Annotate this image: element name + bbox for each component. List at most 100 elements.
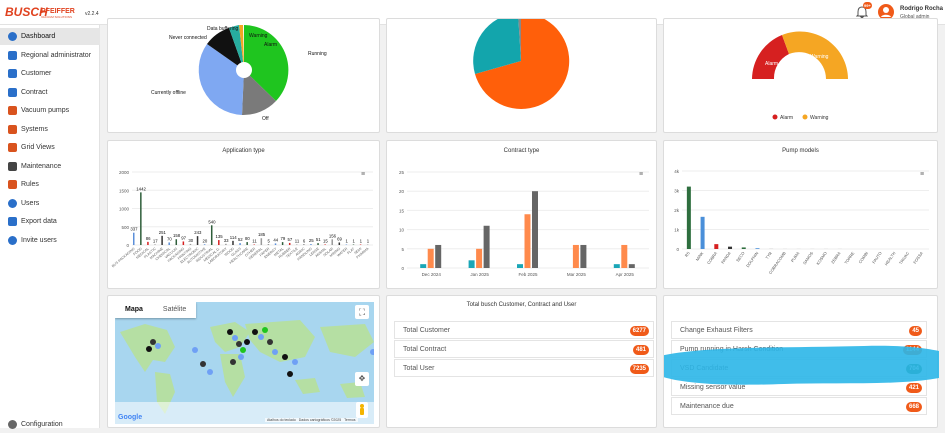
- customer-pie-chart: [387, 19, 658, 134]
- contract-icon: [8, 88, 17, 97]
- totals-title: Total busch Customer, Contract and User: [387, 302, 656, 308]
- y-tick-label: 10: [399, 228, 405, 233]
- x-tick-label: FAUTO: [871, 251, 883, 265]
- y-tick-label: 5: [401, 247, 404, 252]
- pie-label-buffering: Data buffering: [207, 26, 239, 32]
- bar: [268, 245, 270, 246]
- notification-bell-icon[interactable]: 99+: [856, 5, 868, 19]
- world-map[interactable]: Mapa Satélite ⛶ ✥ Google Atalhos do tecl…: [115, 302, 374, 424]
- data-label: 11: [295, 239, 300, 244]
- x-tick-label: DOLPHIN: [745, 251, 759, 269]
- version-label: v2.2.4: [85, 11, 99, 17]
- sidebar-item-maintenance[interactable]: Maintenance: [0, 158, 100, 175]
- sidebar-item-rules[interactable]: Rules: [0, 176, 100, 193]
- chart-menu-icon[interactable]: ≡: [639, 171, 643, 178]
- bar: [517, 264, 523, 268]
- bar: [346, 245, 348, 246]
- customer-pie-card: [386, 18, 657, 133]
- data-label: 52: [238, 237, 243, 242]
- data-label: 243: [194, 230, 202, 235]
- y-tick-label: 500: [121, 225, 129, 230]
- bar: [289, 243, 291, 245]
- bar: [211, 225, 213, 245]
- x-tick-label: BUS PACKAGING: [111, 247, 136, 269]
- gauge-alarm-segment: [752, 35, 789, 79]
- data-label: 70: [167, 236, 172, 241]
- total-contract-badge: 481: [633, 345, 649, 355]
- chart-menu-icon[interactable]: ≡: [361, 171, 365, 178]
- sidebar-item-invite-users[interactable]: Invite users: [0, 232, 100, 249]
- data-label: 17: [153, 238, 158, 243]
- data-label: 79: [280, 236, 285, 241]
- data-label: 1: [353, 239, 356, 244]
- data-label: 20: [202, 238, 207, 243]
- legend-warning-dot: [803, 115, 808, 120]
- fullscreen-button[interactable]: ⛶: [355, 305, 369, 319]
- street-view-pegman-icon[interactable]: [356, 402, 368, 418]
- y-tick-label: 1k: [674, 228, 680, 233]
- bar: [420, 264, 426, 268]
- sidebar-item-customer[interactable]: Customer: [0, 65, 100, 82]
- sidebar-item-contract[interactable]: Contract: [0, 84, 100, 101]
- data-label: 15: [323, 238, 328, 243]
- sidebar-item-vacuum-pumps[interactable]: Vacuum pumps: [0, 102, 100, 119]
- data-label: 51: [316, 237, 321, 242]
- bar: [310, 244, 312, 245]
- svg-text:Warning: Warning: [810, 54, 829, 60]
- y-tick-label: 25: [399, 170, 405, 175]
- bar: [239, 243, 241, 245]
- sidebar: Dashboard Regional administrator Custome…: [0, 25, 100, 428]
- data-label: 158: [173, 233, 181, 238]
- data-label: 44: [273, 237, 278, 242]
- sidebar-item-users[interactable]: Users: [0, 195, 100, 212]
- chart-menu-icon[interactable]: ≡: [920, 171, 924, 178]
- sidebar-item-regional-administrator[interactable]: Regional administrator: [0, 47, 100, 64]
- bar: [701, 217, 705, 249]
- data-label: 69: [337, 236, 342, 241]
- bar: [176, 239, 178, 245]
- data-label: 156: [329, 233, 337, 238]
- data-label: 11: [252, 239, 257, 244]
- bar: [714, 244, 718, 249]
- bar: [140, 192, 142, 245]
- rules-icon: [8, 180, 17, 189]
- sidebar-item-configuration[interactable]: Configuration: [0, 416, 100, 433]
- systems-icon: [8, 125, 17, 134]
- bar: [183, 241, 185, 245]
- data-label: 185: [258, 232, 266, 237]
- sidebar-item-systems[interactable]: Systems: [0, 121, 100, 138]
- data-label: 5: [267, 239, 270, 244]
- sidebar-item-grid-views[interactable]: Grid Views: [0, 139, 100, 156]
- bar: [742, 247, 746, 249]
- bar: [525, 214, 531, 268]
- keyboard-shortcuts-link[interactable]: Atalhos do teclado: [267, 418, 296, 422]
- terms-link[interactable]: Termos: [344, 418, 355, 422]
- tab-map[interactable]: Mapa: [115, 302, 153, 318]
- data-label: 30: [188, 238, 193, 243]
- grid-icon: [8, 143, 17, 152]
- sidebar-item-dashboard[interactable]: Dashboard: [0, 28, 100, 45]
- data-label: 97: [181, 235, 186, 240]
- bar: [190, 244, 192, 245]
- y-tick-label: 3k: [674, 189, 680, 194]
- map-camera-control-button[interactable]: ✥: [355, 372, 369, 386]
- sidebar-item-export-data[interactable]: Export data: [0, 213, 100, 230]
- totals-card: Total busch Customer, Contract and User …: [386, 295, 657, 428]
- busch-pfeiffer-logo[interactable]: BUSCH PFEIFFER VACUUM SOLUTIONS v2.2.4: [5, 3, 100, 23]
- x-tick-label: Dec 2024: [422, 272, 442, 277]
- map-card: Mapa Satélite ⛶ ✥ Google Atalhos do tecl…: [107, 295, 380, 428]
- data-label: 114: [230, 235, 237, 240]
- tab-satellite[interactable]: Satélite: [153, 302, 196, 318]
- bar: [303, 245, 305, 246]
- bar: [428, 249, 434, 268]
- y-tick-label: 1000: [119, 207, 130, 212]
